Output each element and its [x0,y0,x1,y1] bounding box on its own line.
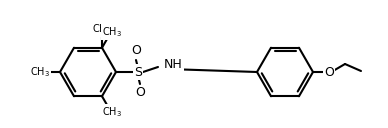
Text: CH$_3$: CH$_3$ [102,105,122,119]
Text: CH$_3$: CH$_3$ [92,22,112,36]
Text: CH$_3$: CH$_3$ [30,65,50,79]
Text: O: O [131,45,141,57]
Text: O: O [324,66,334,78]
Text: NH: NH [164,57,183,71]
Text: S: S [134,66,142,78]
Text: CH$_3$: CH$_3$ [102,25,122,39]
Text: O: O [135,87,145,99]
